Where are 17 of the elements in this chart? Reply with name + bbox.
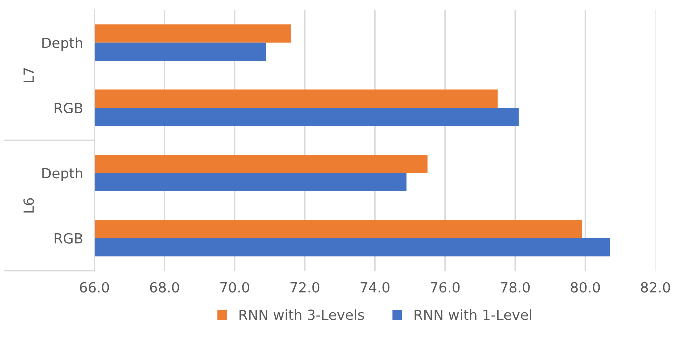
x-tick-label: 76.0 <box>430 282 460 293</box>
x-tick-label: 70.0 <box>220 282 250 293</box>
legend-label: RNN with 3-Levels <box>240 310 364 320</box>
y-tick-label: RGB <box>54 103 83 114</box>
x-tick-label: 82.0 <box>641 282 670 293</box>
text: L7 <box>24 68 34 82</box>
y-tick-label: Depth <box>42 38 82 52</box>
x-tick-label: 74.0 <box>360 282 390 293</box>
y-tick-label: Depth <box>42 168 82 182</box>
x-tick-label: 66.0 <box>80 282 110 293</box>
text: L6 <box>24 198 34 213</box>
x-tick-label: 68.0 <box>150 282 180 293</box>
x-tick-label: 72.0 <box>290 282 320 293</box>
x-tick-label: 78.0 <box>501 282 530 293</box>
y-tick-label: RGB <box>54 233 83 244</box>
x-tick-label: 80.0 <box>571 282 600 293</box>
legend-label: RNN with 1-Level <box>414 310 532 320</box>
